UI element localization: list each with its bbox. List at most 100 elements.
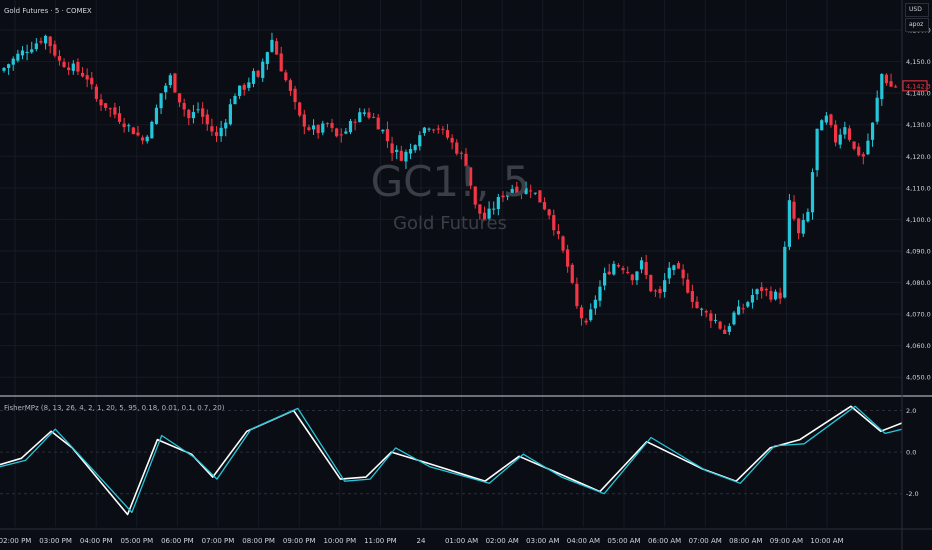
- candle-body: [561, 236, 565, 251]
- candle-body: [432, 129, 436, 131]
- candle-body: [843, 127, 847, 135]
- candle-body: [552, 215, 556, 231]
- candle-body: [797, 218, 801, 234]
- indicator-label[interactable]: FisherMPz (8, 13, 26, 4, 2, 1, 20, 5, 95…: [4, 404, 225, 412]
- candle-body: [598, 286, 602, 301]
- candle-body: [196, 109, 200, 111]
- candle-body: [210, 126, 214, 132]
- candle-body: [265, 52, 269, 64]
- candle-body: [857, 146, 861, 156]
- x-tick-label: 24: [417, 537, 426, 545]
- candle-body: [783, 246, 787, 298]
- candle-body: [362, 112, 366, 114]
- candle-body: [288, 80, 293, 91]
- candle-body: [274, 41, 279, 55]
- candle-body: [325, 123, 329, 125]
- candle-body: [741, 308, 745, 310]
- candle-body: [390, 143, 394, 154]
- candle-body: [335, 128, 339, 137]
- candle-body: [658, 288, 662, 294]
- candle-body: [90, 77, 94, 85]
- candle-body: [542, 202, 547, 210]
- candle-body: [746, 302, 750, 307]
- candle-body: [727, 326, 731, 332]
- candle-body: [7, 64, 11, 68]
- candle-body: [108, 108, 112, 110]
- x-tick-label: 02:00 PM: [0, 537, 31, 545]
- candle-body: [358, 112, 362, 123]
- candle-body: [395, 149, 399, 152]
- candle-body: [538, 190, 542, 203]
- candle-body: [695, 301, 699, 309]
- candle-body: [173, 73, 177, 93]
- candle-body: [339, 134, 343, 136]
- candle-body: [524, 188, 528, 194]
- candle-body: [20, 50, 25, 56]
- candle-body: [43, 35, 48, 44]
- candle-body: [376, 117, 380, 130]
- x-tick-label: 04:00 PM: [80, 537, 113, 545]
- candle-body: [408, 149, 413, 154]
- candle-body: [284, 72, 288, 81]
- price-tick-label: 4,060.0: [906, 342, 931, 350]
- indicator-tick-label: 2.0: [906, 407, 916, 415]
- last-price-badge: [902, 80, 928, 92]
- candle-body: [141, 137, 145, 141]
- candle-body: [616, 265, 621, 267]
- candle-body: [607, 271, 611, 275]
- candle-body: [62, 61, 66, 68]
- x-tick-label: 10:00 AM: [810, 537, 843, 545]
- candle-body: [810, 172, 815, 213]
- candle-body: [154, 107, 159, 124]
- candle-body: [34, 43, 38, 50]
- candle-body: [436, 128, 440, 130]
- candle-body: [261, 61, 265, 78]
- candle-body: [136, 132, 140, 136]
- price-tick-label: 4,050.0: [906, 374, 931, 382]
- candle-body: [575, 283, 579, 307]
- candle-body: [889, 81, 893, 87]
- candle-body: [445, 130, 450, 138]
- price-scale-menu-button[interactable]: apoz: [905, 18, 929, 32]
- candle-body: [686, 279, 690, 293]
- candle-body: [547, 209, 551, 216]
- candle-body: [773, 291, 778, 300]
- candle-body: [205, 114, 209, 125]
- candle-body: [732, 312, 736, 325]
- candle-body: [367, 112, 371, 118]
- candle-body: [39, 41, 43, 43]
- candle-body: [824, 115, 828, 123]
- candle-body: [191, 112, 196, 119]
- candle-body: [487, 208, 491, 219]
- candle-body: [478, 204, 482, 214]
- candle-body: [348, 121, 353, 133]
- candle-body: [570, 264, 574, 283]
- candle-body: [672, 265, 676, 271]
- symbol-header[interactable]: Gold Futures · 5 · COMEX: [4, 7, 92, 15]
- candle-body: [159, 93, 163, 109]
- candle-body: [224, 122, 228, 129]
- candle-body: [450, 137, 454, 143]
- x-tick-label: 05:00 AM: [607, 537, 640, 545]
- candle-body: [649, 275, 653, 292]
- currency-button[interactable]: USD: [905, 3, 929, 17]
- candle-body: [99, 99, 103, 106]
- candle-body: [806, 211, 810, 222]
- candle-body: [57, 56, 62, 61]
- candle-body: [630, 274, 634, 281]
- watermark-symbol: GC1!, 5: [370, 157, 530, 206]
- candle-body: [736, 306, 741, 315]
- fisher-line: [0, 405, 903, 516]
- candle-body: [80, 72, 85, 77]
- candle-body: [612, 263, 616, 275]
- x-tick-label: 02:00 AM: [486, 537, 519, 545]
- candle-body: [279, 53, 283, 72]
- x-tick-label: 08:00 AM: [729, 537, 762, 545]
- candle-body: [85, 75, 89, 80]
- x-tick-label: 07:00 PM: [202, 537, 235, 545]
- candle-body: [760, 287, 764, 291]
- x-tick-label: 06:00 PM: [161, 537, 194, 545]
- candle-body: [413, 145, 417, 151]
- candle-body: [214, 132, 219, 136]
